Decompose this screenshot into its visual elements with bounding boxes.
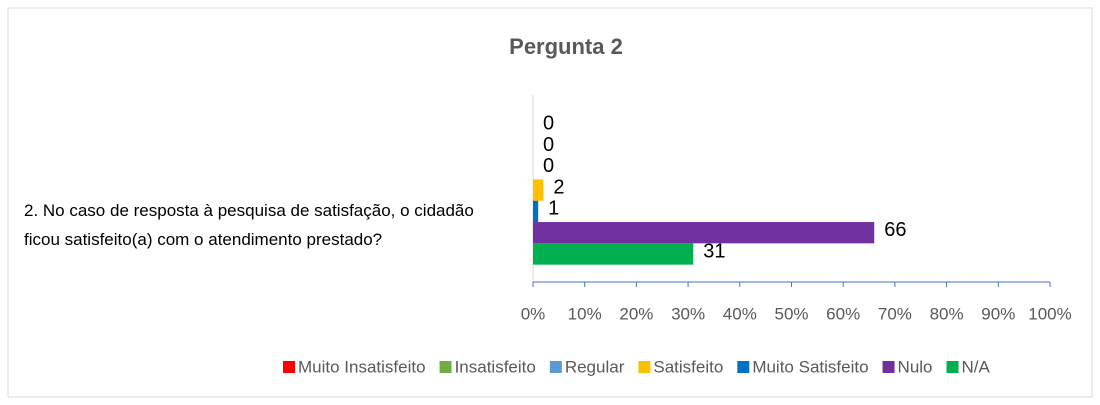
x-tick-label: 10% [568, 304, 602, 323]
legend-label: Muito Insatisfeito [298, 357, 426, 376]
x-tick-label: 100% [1028, 304, 1071, 323]
chart-title: Pergunta 2 [509, 34, 623, 59]
chart-border [7, 7, 1093, 398]
x-tick-label: 80% [930, 304, 964, 323]
data-label: 0 [543, 112, 554, 134]
legend-label: Insatisfeito [455, 357, 536, 376]
legend-swatch [549, 361, 562, 373]
data-label: 31 [703, 240, 725, 262]
category-label: 2. No caso de resposta à pesquisa de sat… [24, 201, 474, 249]
legend-label: Muito Satisfeito [752, 357, 868, 376]
x-tick-label: 90% [981, 304, 1015, 323]
x-tick-label: 30% [671, 304, 705, 323]
legend-swatch [638, 361, 651, 373]
x-tick-label: 0% [521, 304, 546, 323]
data-label: 2 [553, 176, 564, 198]
bar [533, 222, 875, 244]
data-label: 1 [548, 198, 559, 220]
legend-label: Nulo [898, 357, 933, 376]
data-label: 66 [884, 219, 906, 241]
legend-label: Satisfeito [653, 357, 723, 376]
legend-swatch [439, 361, 452, 373]
bar [533, 243, 694, 265]
data-label: 0 [543, 134, 554, 156]
x-tick-label: 40% [723, 304, 757, 323]
x-tick-label: 20% [619, 304, 653, 323]
data-label: 0 [543, 155, 554, 177]
legend-swatch [737, 361, 750, 373]
legend-swatch [946, 361, 959, 373]
bar [533, 179, 544, 201]
x-tick-label: 60% [826, 304, 860, 323]
legend-label: N/A [962, 357, 991, 376]
legend-label: Regular [565, 357, 625, 376]
x-tick-label: 70% [878, 304, 912, 323]
x-tick-label: 50% [774, 304, 808, 323]
legend-swatch [283, 361, 295, 373]
bar [533, 200, 539, 223]
legend-swatch [882, 361, 895, 373]
